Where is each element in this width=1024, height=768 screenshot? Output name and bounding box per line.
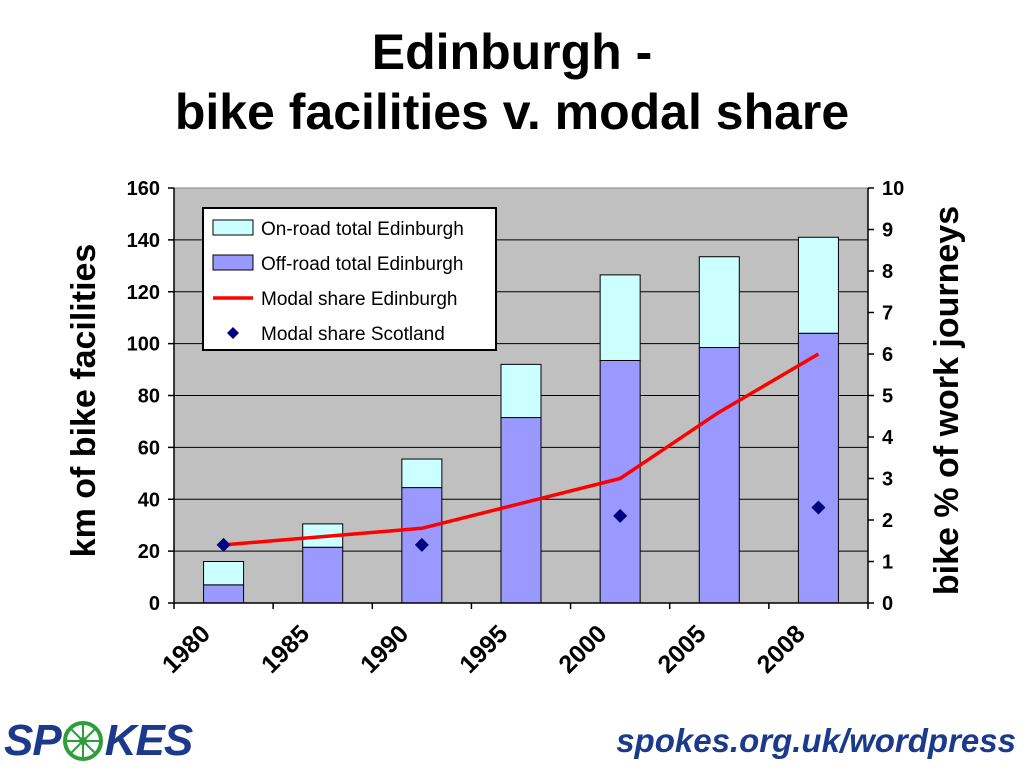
bar-off-road	[797, 332, 839, 604]
slide-title: Edinburgh - bike facilities v. modal sha…	[0, 22, 1024, 142]
bar-on-road	[401, 458, 443, 489]
x-tick-label: 1990	[355, 620, 414, 679]
y-tick-label: 60	[138, 437, 160, 459]
bar-on-road	[797, 236, 839, 334]
y2-tick-label: 5	[882, 386, 893, 408]
y-tick-label: 40	[138, 489, 160, 511]
y-tick-label: 80	[138, 386, 160, 408]
y2-axis-title: bike % of work journeys	[928, 206, 966, 595]
y2-tick-label: 10	[882, 178, 904, 200]
point-modal-share-scotland	[811, 500, 826, 515]
x-tick-label: 1980	[157, 620, 216, 679]
y2-tick-label: 0	[882, 593, 893, 615]
y-tick-label: 160	[127, 178, 160, 200]
y2-tick-label: 7	[882, 303, 893, 325]
y-tick-label: 20	[138, 541, 160, 563]
point-modal-share-scotland	[414, 537, 429, 552]
y2-tick-label: 2	[882, 510, 893, 532]
chart: 0 20 40 60 80 100 120 140 160 0 1 2 3 4 5 6 7 8 9 10 1980 198…	[65, 178, 966, 679]
bar-on-road	[203, 561, 245, 586]
point-modal-share-scotland	[216, 537, 231, 552]
x-tick-label: 1985	[256, 620, 315, 679]
legend-swatch	[212, 254, 254, 271]
y-tick-label: 140	[127, 230, 160, 252]
legend-label: Modal share Scotland	[261, 324, 445, 345]
point-modal-share-scotland	[613, 508, 628, 523]
bar-on-road	[500, 363, 542, 419]
bar-off-road	[698, 347, 740, 604]
line-modal-share-edinburgh	[223, 352, 820, 547]
bar-on-road	[698, 256, 740, 349]
bicycle-wheel-icon	[62, 721, 103, 761]
title-line-2: bike facilities v. modal share	[174, 84, 850, 140]
bar-off-road	[203, 584, 245, 604]
title-line-1: Edinburgh -	[371, 24, 653, 80]
spokes-logo: SP KES	[4, 716, 193, 766]
y2-tick-label: 4	[882, 427, 894, 449]
legend-swatch	[227, 327, 239, 339]
y2-tick-label: 8	[882, 261, 893, 283]
y2-tick-label: 9	[882, 220, 893, 242]
x-tick-label: 2000	[553, 620, 612, 679]
bar-off-road	[500, 417, 542, 604]
x-tick-label: 1995	[454, 620, 513, 679]
y-tick-label: 120	[127, 282, 160, 304]
legend-label: Modal share Edinburgh	[261, 289, 457, 310]
footer-url[interactable]: spokes.org.uk/wordpress	[616, 722, 1016, 759]
y-tick-label: 100	[127, 334, 160, 356]
y2-tick-label: 1	[882, 552, 893, 574]
y2-tick-label: 3	[882, 469, 893, 491]
x-tick-label: 2008	[752, 620, 811, 679]
legend-label: Off-road total Edinburgh	[261, 254, 463, 275]
legend-swatch	[212, 219, 254, 236]
logo-text-right: KES	[104, 716, 193, 765]
bar-off-road	[302, 546, 344, 604]
legend-label: On-road total Edinburgh	[261, 219, 464, 240]
bar-on-road	[599, 274, 641, 361]
y-axis-title: km of bike facilities	[65, 244, 103, 558]
y-tick-label: 0	[149, 593, 160, 615]
x-tick-label: 2005	[652, 620, 711, 679]
logo-text-left: SP	[4, 716, 62, 765]
y2-tick-label: 6	[882, 344, 893, 366]
